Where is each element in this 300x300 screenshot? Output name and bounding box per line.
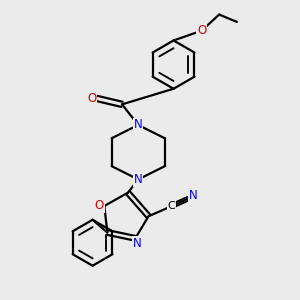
Text: N: N (189, 189, 198, 202)
Text: C: C (168, 201, 176, 211)
Text: N: N (134, 173, 142, 186)
Text: N: N (132, 237, 141, 250)
Text: O: O (197, 24, 206, 37)
Text: N: N (134, 118, 142, 131)
Text: O: O (87, 92, 96, 105)
Text: O: O (94, 200, 104, 212)
